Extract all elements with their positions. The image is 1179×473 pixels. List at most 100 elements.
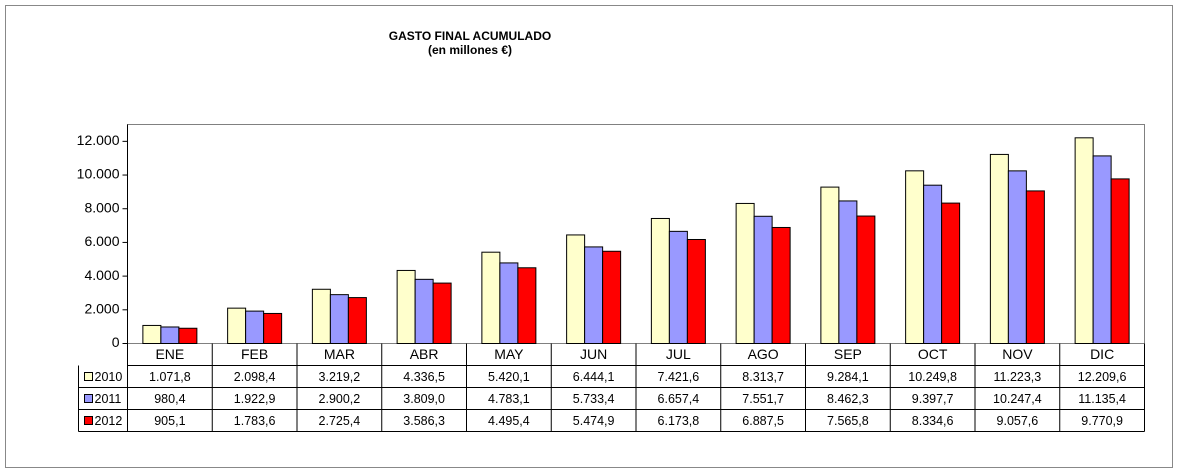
table-cell: 7.421,6 (658, 370, 700, 384)
bar (347, 297, 367, 344)
x-tick-label: FEB (241, 346, 268, 362)
bar (753, 215, 773, 344)
table-cell: 6.173,8 (658, 414, 700, 428)
table-cell: 5.474,9 (573, 414, 615, 428)
bar (1007, 170, 1027, 344)
bar (227, 307, 247, 344)
table-cell: 7.565,8 (827, 414, 869, 428)
y-tick-label: 8.000 (84, 199, 119, 215)
bar (1092, 155, 1112, 344)
plot-area (127, 124, 1145, 344)
bar (396, 269, 416, 344)
bar (566, 234, 586, 344)
bar (650, 217, 670, 344)
bar (1110, 178, 1130, 344)
x-tick-label: ENE (155, 346, 184, 362)
table-cell: 4.495,4 (488, 414, 530, 428)
y-tick-label: 0 (112, 334, 120, 350)
table-cell: 6.887,5 (742, 414, 784, 428)
table-cell: 10.247,4 (993, 392, 1042, 406)
bar (1074, 137, 1094, 344)
chart-title: GASTO FINAL ACUMULADO (389, 29, 551, 43)
legend-label: 2010 (95, 370, 123, 384)
y-tick-label: 4.000 (84, 267, 119, 283)
bar (668, 230, 688, 344)
bar (735, 202, 755, 344)
bar (856, 215, 876, 344)
bar (923, 184, 943, 344)
table-cell: 3.809,0 (403, 392, 445, 406)
table-cell: 8.313,7 (742, 370, 784, 384)
bar (160, 326, 180, 345)
bar (414, 278, 434, 345)
table-cell: 2.725,4 (319, 414, 361, 428)
x-tick-label: NOV (1002, 346, 1033, 362)
table-cell: 1.922,9 (234, 392, 276, 406)
x-tick-label: JUL (666, 346, 691, 362)
legend-label: 2011 (95, 392, 122, 406)
bar (481, 251, 501, 344)
table-cell: 9.397,7 (912, 392, 954, 406)
y-tick-label: 2.000 (84, 301, 119, 317)
bar (838, 200, 858, 344)
legend-label: 2012 (95, 414, 123, 428)
x-tick-label: MAY (494, 346, 524, 362)
table-cell: 11.223,3 (994, 370, 1042, 384)
table-cell: 2.098,4 (234, 370, 276, 384)
bar (245, 310, 265, 345)
bar (686, 238, 706, 344)
x-tick-label: OCT (918, 346, 948, 362)
table-cell: 8.334,6 (912, 414, 954, 428)
table-cell: 1.071,8 (149, 370, 191, 384)
table-cell: 6.657,4 (658, 392, 700, 406)
bar (432, 282, 452, 344)
bar (584, 246, 604, 344)
table-cell: 3.219,2 (319, 370, 361, 384)
x-tick-label: ABR (410, 346, 439, 362)
table-cell: 12.209,6 (1078, 370, 1127, 384)
table-cell: 7.551,7 (742, 392, 784, 406)
bar (941, 202, 961, 344)
table-cell: 10.249,8 (908, 370, 957, 384)
table-cell: 905,1 (154, 414, 185, 428)
x-tick-label: JUN (580, 346, 607, 362)
bar (517, 267, 537, 345)
x-tick-label: AGO (748, 346, 779, 362)
y-tick-label: 12.000 (77, 132, 120, 148)
y-tick-label: 10.000 (77, 166, 120, 182)
x-tick-label: SEP (834, 346, 862, 362)
table-cell: 5.420,1 (488, 370, 530, 384)
bar (329, 294, 349, 345)
x-tick-label: DIC (1090, 346, 1114, 362)
x-tick-label: MAR (324, 346, 355, 362)
table-cell: 9.770,9 (1081, 414, 1123, 428)
table-cell: 4.336,5 (403, 370, 445, 384)
table-cell: 3.586,3 (403, 414, 445, 428)
table-cell: 980,4 (154, 392, 185, 406)
bar (820, 186, 840, 344)
table-cell: 11.135,4 (1078, 392, 1126, 406)
bar (602, 250, 622, 345)
table-cell: 5.733,4 (573, 392, 615, 406)
bar (178, 327, 198, 344)
table-cell: 2.900,2 (319, 392, 361, 406)
table-cell: 6.444,1 (573, 370, 615, 384)
table-cell: 8.462,3 (827, 392, 869, 406)
bar (311, 288, 331, 344)
bar (142, 324, 162, 345)
bar (905, 170, 925, 344)
bar (263, 312, 283, 344)
table-cell: 4.783,1 (488, 392, 530, 406)
chart-subtitle: (en millones €) (428, 43, 512, 57)
bar (1025, 190, 1045, 344)
legend-key (84, 394, 93, 403)
table-cell: 9.284,1 (827, 370, 869, 384)
bar (989, 153, 1009, 344)
table-cell: 1.783,6 (234, 414, 276, 428)
table-cell: 9.057,6 (997, 414, 1039, 428)
bar (771, 226, 791, 345)
legend-key (84, 372, 93, 381)
y-tick-label: 6.000 (84, 233, 119, 249)
